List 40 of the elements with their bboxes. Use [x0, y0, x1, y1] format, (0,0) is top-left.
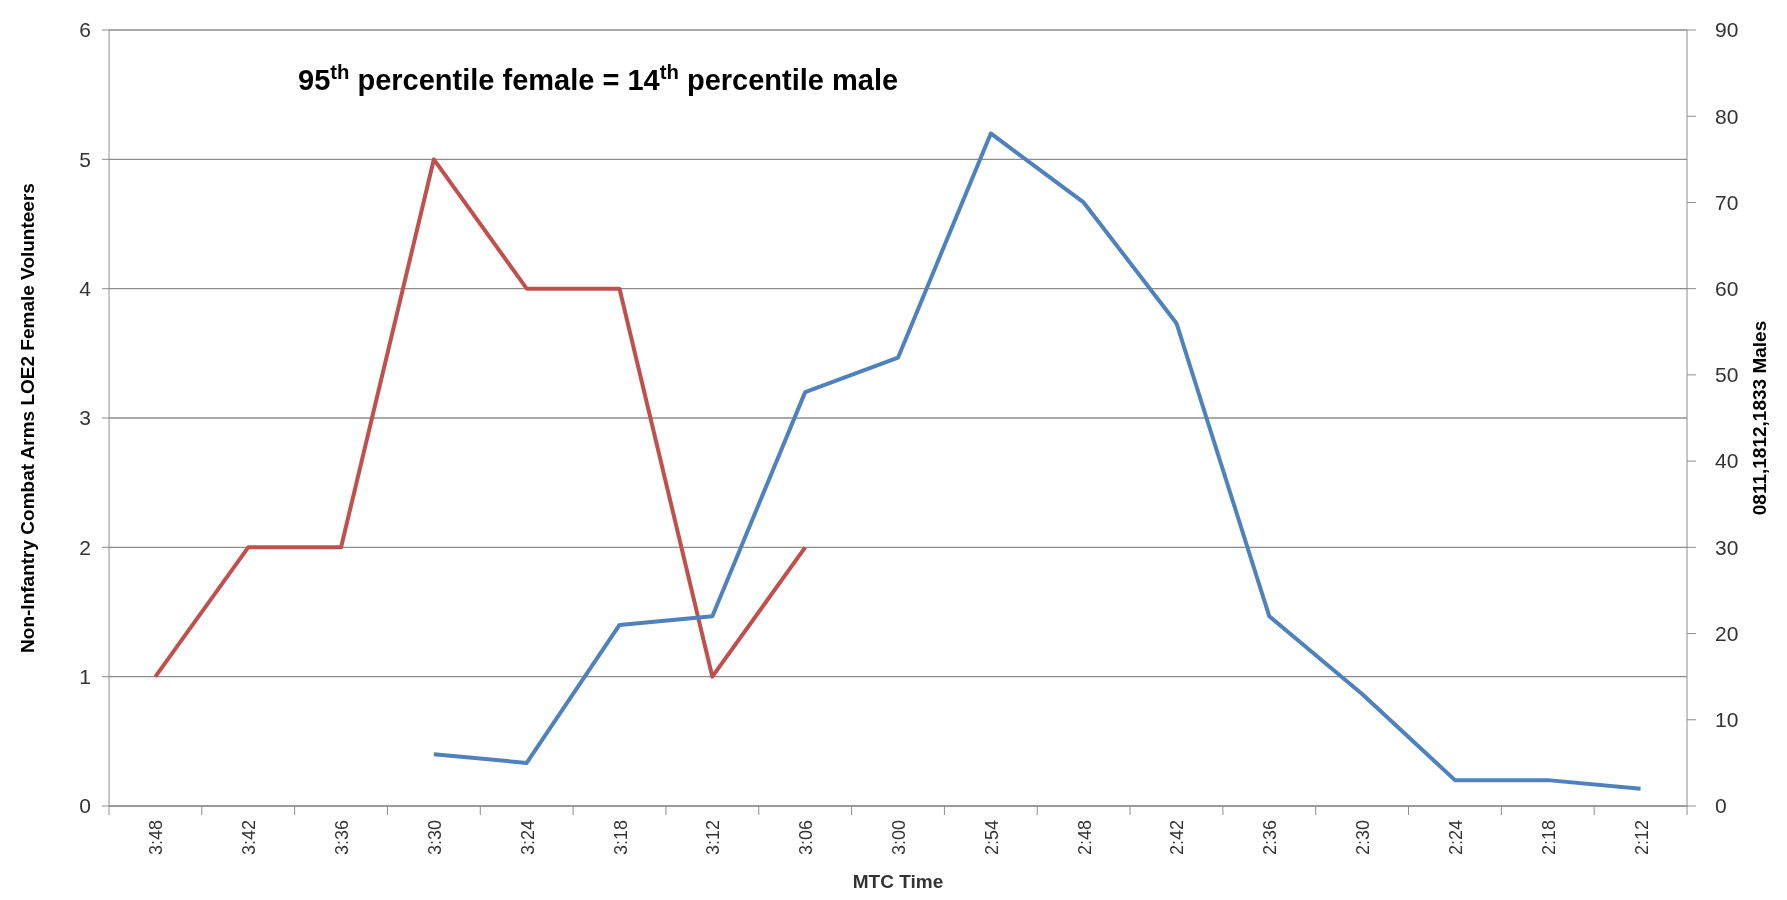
x-tick-label: 3:12 [703, 820, 724, 856]
line-series [431, 131, 1643, 791]
y-tick-label: 1 [79, 665, 91, 689]
x-tick-label: 2:18 [1538, 820, 1559, 856]
y-tick-label: 6 [79, 18, 91, 42]
y-tick-label: 4 [79, 277, 92, 301]
y-axis-title: Non-Infantry Combat Arms LOE2 Female Volunteers [17, 183, 38, 653]
y2-tick-label: 10 [1715, 708, 1739, 732]
x-tick-label: 2:30 [1353, 820, 1374, 856]
y-tick-label: 2 [79, 535, 91, 559]
y-tick-label: 3 [79, 406, 91, 430]
x-tick-label: 3:30 [424, 820, 445, 856]
y2-tick-label: 90 [1715, 18, 1739, 42]
x-tick-label: 3:24 [517, 820, 538, 856]
x-tick-label: 3:48 [146, 820, 167, 856]
x-tick-label: 3:06 [796, 820, 817, 856]
y2-axis-title: 0811,1812,1833 Males [1749, 320, 1770, 516]
x-tick-label: 2:48 [1074, 820, 1095, 856]
x-tick-label: 3:36 [332, 820, 353, 856]
x-axis-title: MTC Time [852, 871, 944, 892]
y2-tick-label: 80 [1715, 104, 1739, 128]
y2-tick-label: 30 [1715, 535, 1739, 559]
x-tick-label: 2:12 [1631, 820, 1652, 856]
text: 95$^{th}$ percentile female = 14$^{th}$ percentile male [298, 61, 899, 96]
y-tick-label: 0 [79, 794, 91, 818]
y2-tick-label: 20 [1715, 621, 1739, 645]
x-tick-label: 2:42 [1167, 820, 1188, 856]
x-tick-label: 2:24 [1445, 820, 1466, 856]
x-tick-label: 3:42 [239, 820, 260, 856]
y-tick-label: 5 [79, 147, 91, 171]
y2-tick-label: 70 [1715, 190, 1739, 214]
x-tick-label: 2:54 [981, 820, 1002, 856]
x-tick-label: 3:00 [889, 820, 909, 856]
y2-tick-label: 60 [1715, 277, 1739, 301]
line-series [153, 157, 808, 679]
x-tick-label: 3:18 [610, 820, 631, 856]
y2-tick-label: 40 [1715, 449, 1739, 473]
y2-tick-label: 0 [1715, 794, 1727, 818]
y2-tick-label: 50 [1715, 363, 1739, 387]
x-tick-label: 2:36 [1260, 820, 1281, 856]
